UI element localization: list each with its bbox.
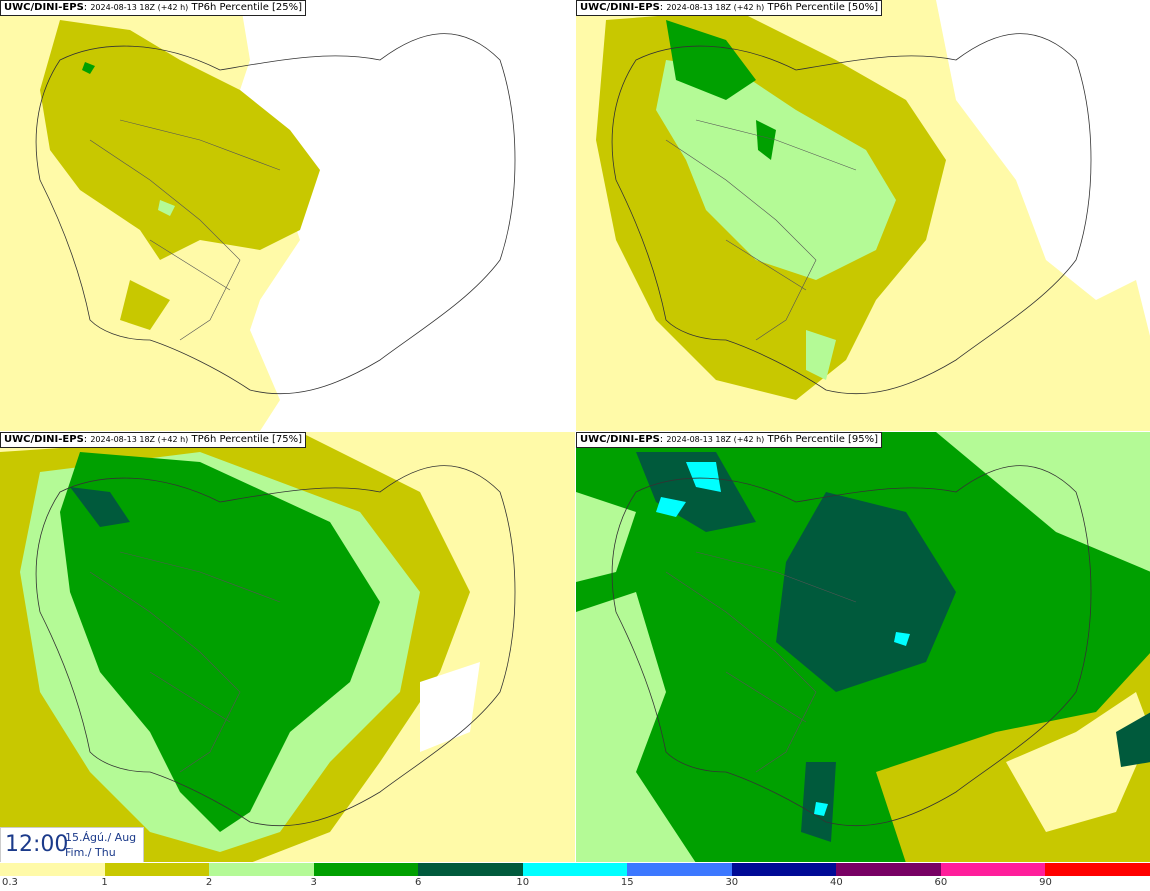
- precip-map: [0, 432, 575, 863]
- colorbar-swatch: [209, 863, 315, 876]
- run-time: 2024-08-13 18Z (+42 h): [666, 435, 765, 444]
- precip-map: [0, 0, 575, 431]
- panel-header: UWC/DINI-EPS: 2024-08-13 18Z (+42 h) TP6…: [576, 432, 883, 448]
- panel-header: UWC/DINI-EPS: 2024-08-13 18Z (+42 h) TP6…: [576, 0, 883, 16]
- colorbar-swatch: [836, 863, 942, 876]
- valid-time: 12:00: [5, 832, 69, 857]
- field-name: TP6h Percentile [50%]: [767, 2, 879, 13]
- colorbar-swatch: [1045, 863, 1150, 876]
- colorbar-tick-label: 40: [829, 877, 843, 888]
- colorbar-tick-label: 2: [205, 877, 213, 888]
- colorbar-swatch: [104, 863, 210, 876]
- colorbar-tick-label: 6: [414, 877, 422, 888]
- run-time: 2024-08-13 18Z (+42 h): [90, 435, 189, 444]
- colorbar-swatch: [940, 863, 1046, 876]
- map-panel-95: UWC/DINI-EPS: 2024-08-13 18Z (+42 h) TP6…: [576, 432, 1150, 863]
- model-name: UWC/DINI-EPS: [4, 434, 84, 445]
- precip-map: [576, 432, 1150, 863]
- colorbar-tick-label: 60: [934, 877, 948, 888]
- colorbar-swatch: [522, 863, 628, 876]
- colorbar-tick-label: 0.3: [2, 877, 18, 888]
- field-name: TP6h Percentile [25%]: [191, 2, 303, 13]
- valid-weekday: Fim./ Thu: [65, 846, 116, 859]
- panel-header: UWC/DINI-EPS: 2024-08-13 18Z (+42 h) TP6…: [0, 432, 307, 448]
- colorbar-tick-label: 3: [310, 877, 317, 888]
- map-panel-25: UWC/DINI-EPS: 2024-08-13 18Z (+42 h) TP6…: [0, 0, 575, 431]
- precip-map: [576, 0, 1150, 431]
- valid-time-box: 12:00 15.Ágú./ Aug Fim./ Thu: [0, 827, 144, 863]
- model-name: UWC/DINI-EPS: [580, 2, 660, 13]
- colorbar-swatch: [627, 863, 733, 876]
- map-panel-75: UWC/DINI-EPS: 2024-08-13 18Z (+42 h) TP6…: [0, 432, 575, 863]
- colorbar-swatch: [0, 863, 106, 876]
- precip-colorbar: 0.3 1 2 3 6 10 15 30 40 60 90: [0, 862, 1150, 891]
- valid-date: 15.Ágú./ Aug: [65, 831, 137, 844]
- run-time: 2024-08-13 18Z (+42 h): [666, 3, 765, 12]
- model-name: UWC/DINI-EPS: [4, 2, 84, 13]
- colorbar-swatch: [313, 863, 419, 876]
- colorbar-tick-label: 90: [1039, 877, 1052, 888]
- colorbar-swatch: [418, 863, 524, 876]
- field-name: TP6h Percentile [95%]: [767, 434, 879, 445]
- colorbar-tick-label: 10: [516, 877, 530, 888]
- panel-header: UWC/DINI-EPS: 2024-08-13 18Z (+42 h) TP6…: [0, 0, 307, 16]
- colorbar-tick-label: 15: [620, 877, 634, 888]
- map-panel-50: UWC/DINI-EPS: 2024-08-13 18Z (+42 h) TP6…: [576, 0, 1150, 431]
- field-name: TP6h Percentile [75%]: [191, 434, 303, 445]
- run-time: 2024-08-13 18Z (+42 h): [90, 3, 189, 12]
- colorbar-swatch: [731, 863, 837, 876]
- colorbar-tick-label: 1: [101, 877, 108, 888]
- colorbar-tick-label: 30: [725, 877, 739, 888]
- model-name: UWC/DINI-EPS: [580, 434, 660, 445]
